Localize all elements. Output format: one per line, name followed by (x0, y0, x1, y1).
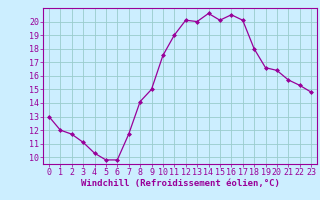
X-axis label: Windchill (Refroidissement éolien,°C): Windchill (Refroidissement éolien,°C) (81, 179, 279, 188)
